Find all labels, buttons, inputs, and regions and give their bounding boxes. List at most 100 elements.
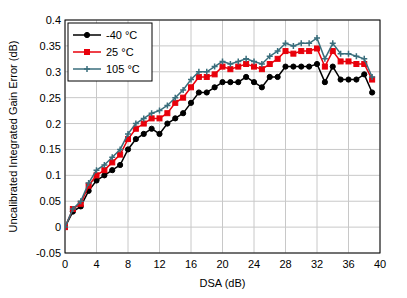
legend: -40 °C25 °C105 °C <box>68 23 152 81</box>
marker <box>118 162 123 167</box>
marker <box>244 74 249 79</box>
marker <box>157 116 162 121</box>
legend-marker <box>84 32 89 37</box>
marker <box>94 167 100 173</box>
marker <box>204 90 209 95</box>
tick-label: 0.2 <box>46 118 61 130</box>
marker <box>228 67 233 72</box>
marker <box>354 77 359 82</box>
marker <box>314 61 319 66</box>
marker <box>149 110 155 116</box>
marker <box>307 64 312 69</box>
marker <box>259 85 264 90</box>
tick-label: 0 <box>62 258 68 270</box>
marker <box>290 43 296 49</box>
marker <box>109 154 115 160</box>
marker <box>173 116 178 121</box>
tick-label: 40 <box>374 258 386 270</box>
tick-label: 24 <box>248 258 260 270</box>
marker <box>149 126 154 131</box>
marker <box>283 64 288 69</box>
marker <box>70 206 76 212</box>
tick-label: 0.25 <box>40 92 61 104</box>
marker <box>259 61 265 67</box>
marker <box>291 51 296 56</box>
marker <box>236 80 241 85</box>
marker <box>322 64 327 69</box>
marker <box>196 90 201 95</box>
marker <box>370 90 375 95</box>
tick-label: 36 <box>342 258 354 270</box>
legend-label: -40 °C <box>106 29 137 41</box>
x-axis-label: DSA (dB) <box>200 277 246 289</box>
marker <box>275 48 281 54</box>
marker <box>228 80 233 85</box>
marker <box>315 46 320 51</box>
marker <box>149 116 154 121</box>
grid-line <box>285 20 286 253</box>
marker <box>212 72 217 77</box>
marker <box>338 59 343 64</box>
marker <box>291 64 296 69</box>
marker <box>330 49 335 54</box>
legend-label: 105 °C <box>106 63 140 75</box>
marker <box>267 74 272 79</box>
marker <box>172 95 178 101</box>
marker <box>164 102 170 108</box>
marker <box>330 64 335 69</box>
marker <box>307 49 312 54</box>
marker <box>165 111 170 116</box>
marker <box>196 69 202 75</box>
y-axis-label: Uncalibrated Integrated Gain Error (dB) <box>7 41 19 233</box>
marker <box>227 61 233 67</box>
marker <box>65 224 68 230</box>
marker <box>157 108 163 114</box>
legend-box <box>68 23 152 81</box>
marker <box>125 147 130 152</box>
marker <box>244 62 249 67</box>
marker <box>157 131 162 136</box>
marker <box>220 80 225 85</box>
marker <box>78 198 84 204</box>
marker <box>101 162 107 168</box>
tick-label: 20 <box>216 258 228 270</box>
marker <box>133 121 139 127</box>
marker <box>102 173 107 178</box>
marker <box>86 180 92 186</box>
marker <box>362 72 367 77</box>
marker <box>369 74 375 80</box>
marker <box>110 168 115 173</box>
marker <box>330 40 336 46</box>
marker <box>181 95 186 100</box>
marker <box>110 160 115 165</box>
tick-label: 0.3 <box>46 66 61 78</box>
tick-label: 12 <box>153 258 165 270</box>
marker <box>133 136 138 141</box>
tick-label: 0.05 <box>40 195 61 207</box>
marker <box>267 62 272 67</box>
marker <box>354 62 359 67</box>
marker <box>188 100 193 105</box>
marker <box>141 131 146 136</box>
marker <box>298 40 304 46</box>
tick-label: 0.4 <box>46 14 61 26</box>
legend-marker <box>85 50 90 55</box>
marker <box>220 58 226 64</box>
marker <box>181 111 186 116</box>
chart: -0.0500.050.10.150.20.250.30.350.4048121… <box>0 0 407 298</box>
marker <box>118 152 123 157</box>
marker <box>141 121 146 126</box>
marker <box>204 74 209 79</box>
grid-line <box>222 20 223 253</box>
tick-label: 0.15 <box>40 143 61 155</box>
marker <box>251 80 256 85</box>
marker <box>212 64 218 70</box>
marker <box>235 58 241 64</box>
tick-label: 16 <box>185 258 197 270</box>
marker <box>346 77 351 82</box>
marker <box>361 56 367 62</box>
marker <box>322 56 328 62</box>
series-line <box>65 38 372 227</box>
marker <box>299 64 304 69</box>
marker <box>204 69 210 75</box>
